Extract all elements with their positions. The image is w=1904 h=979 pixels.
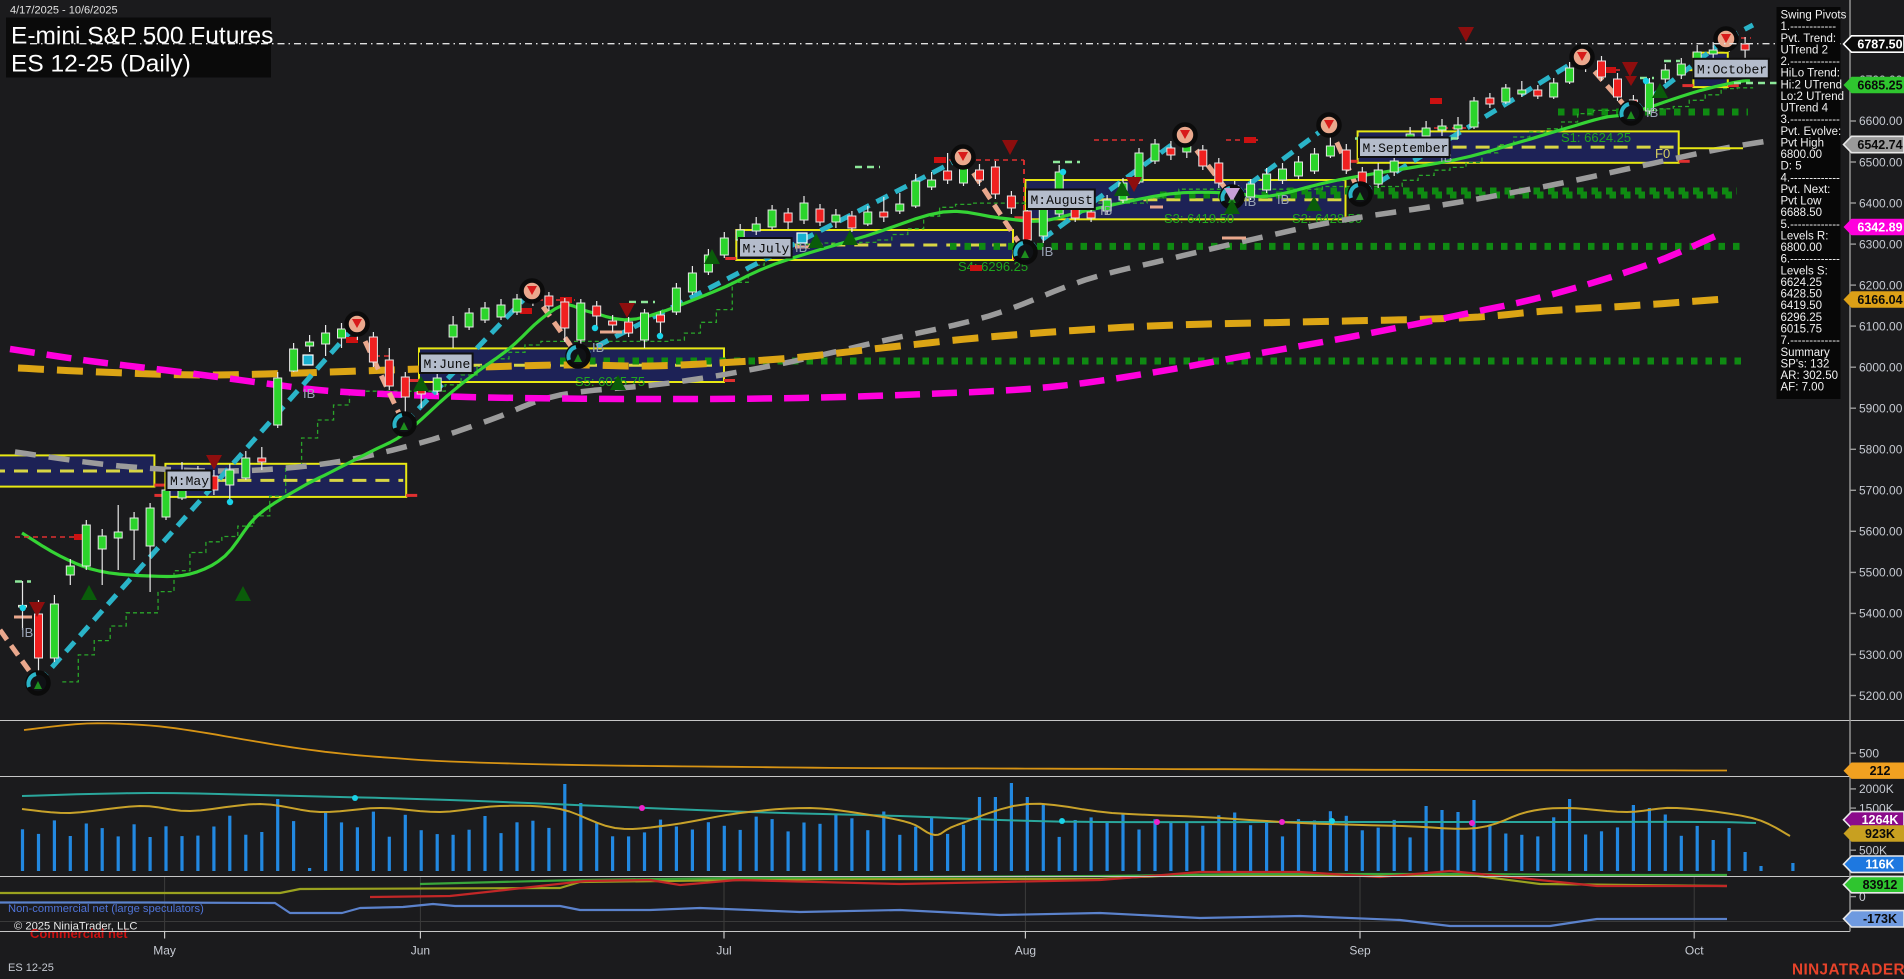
svg-text:6419.50: 6419.50 (1781, 300, 1823, 312)
svg-text:SP's: 132: SP's: 132 (1781, 358, 1830, 370)
svg-text:6.-------------: 6.------------- (1781, 254, 1841, 266)
svg-text:Levels R:: Levels R: (1781, 231, 1829, 243)
svg-text:6624.25: 6624.25 (1781, 277, 1823, 289)
svg-text:M:August: M:August (1031, 193, 1093, 208)
svg-text:6600.00: 6600.00 (1859, 114, 1903, 128)
svg-text:Aug: Aug (1015, 944, 1036, 958)
svg-text:IB: IB (303, 386, 315, 401)
svg-text:IB: IB (1100, 203, 1112, 218)
svg-text:5500.00: 5500.00 (1859, 566, 1903, 580)
svg-text:6200.00: 6200.00 (1859, 278, 1903, 292)
svg-text:S1: 6624.25: S1: 6624.25 (1561, 130, 1631, 145)
svg-text:6166.04: 6166.04 (1857, 293, 1902, 307)
svg-text:6800.00: 6800.00 (1781, 242, 1823, 254)
svg-text:5.-------------: 5.------------- (1781, 219, 1841, 231)
svg-text:E-mini S&P 500 Futures: E-mini S&P 500 Futures (11, 23, 273, 50)
svg-text:Hi:2 UTrend: Hi:2 UTrend (1781, 79, 1843, 91)
svg-text:6100.00: 6100.00 (1859, 319, 1903, 333)
svg-text:F0: F0 (1655, 146, 1670, 161)
svg-text:Pvt Low: Pvt Low (1781, 196, 1823, 208)
svg-text:6787.50: 6787.50 (1857, 37, 1902, 51)
svg-text:1264K: 1264K (1862, 813, 1899, 827)
svg-text:6542.74: 6542.74 (1857, 138, 1902, 152)
svg-text:NINJATRADER: NINJATRADER (1792, 962, 1904, 979)
svg-text:6685.25: 6685.25 (1857, 78, 1902, 92)
svg-text:M:June: M:June (424, 357, 471, 372)
svg-text:ES 12-25 (Daily): ES 12-25 (Daily) (11, 51, 191, 78)
svg-text:M:May: M:May (170, 474, 209, 489)
svg-text:Commercial net: Commercial net (30, 926, 128, 941)
svg-text:4.-------------: 4.------------- (1781, 172, 1841, 184)
svg-text:IB: IB (795, 240, 807, 255)
svg-text:5300.00: 5300.00 (1859, 648, 1903, 662)
svg-text:5900.00: 5900.00 (1859, 402, 1903, 416)
svg-text:IB: IB (1244, 194, 1256, 209)
svg-text:5800.00: 5800.00 (1859, 443, 1903, 457)
svg-text:Pvt. Trend:: Pvt. Trend: (1781, 33, 1837, 45)
svg-text:6428.50: 6428.50 (1781, 289, 1823, 301)
svg-text:IB: IB (1041, 244, 1053, 259)
svg-text:Summary: Summary (1781, 347, 1830, 359)
svg-text:IB: IB (1646, 105, 1658, 120)
svg-text:1.------------: 1.------------ (1781, 21, 1837, 33)
svg-text:6342.89: 6342.89 (1857, 220, 1902, 234)
svg-text:6800.00: 6800.00 (1781, 149, 1823, 161)
svg-text:-173K: -173K (1863, 912, 1897, 926)
svg-text:6296.25: 6296.25 (1781, 312, 1823, 324)
svg-text:AR: 302.50: AR: 302.50 (1781, 370, 1839, 382)
svg-text:May: May (153, 944, 176, 958)
svg-text:UTrend 2: UTrend 2 (1781, 44, 1829, 56)
svg-text:2000K: 2000K (1859, 782, 1894, 796)
svg-text:212: 212 (1870, 764, 1891, 778)
svg-text:Lo:2 UTrend: Lo:2 UTrend (1781, 91, 1845, 103)
svg-text:6015.75: 6015.75 (1781, 324, 1823, 336)
svg-text:D: 5: D: 5 (1781, 161, 1802, 173)
svg-text:7.-------------: 7.------------- (1781, 335, 1841, 347)
svg-text:2.-------------: 2.------------- (1781, 56, 1841, 68)
svg-text:5700.00: 5700.00 (1859, 484, 1903, 498)
svg-text:0: 0 (1859, 890, 1866, 904)
svg-text:HiLo Trend:: HiLo Trend: (1781, 68, 1840, 80)
svg-text:M:July: M:July (743, 242, 790, 257)
svg-text:6500.00: 6500.00 (1859, 155, 1903, 169)
svg-text:Jul: Jul (716, 944, 731, 958)
svg-text:M:September: M:September (1363, 141, 1449, 156)
svg-text:Non-commercial net (large spec: Non-commercial net (large speculators) (8, 903, 204, 915)
svg-text:AF: 7.00: AF: 7.00 (1781, 382, 1824, 394)
svg-text:Pvt High: Pvt High (1781, 137, 1824, 149)
svg-text:6000.00: 6000.00 (1859, 361, 1903, 375)
svg-text:116K: 116K (1865, 858, 1894, 872)
svg-text:Jun: Jun (411, 944, 430, 958)
svg-text:Oct: Oct (1685, 944, 1704, 958)
svg-text:923K: 923K (1865, 827, 1895, 841)
svg-text:5400.00: 5400.00 (1859, 607, 1903, 621)
svg-text:Pvt. Evolve:: Pvt. Evolve: (1781, 126, 1842, 138)
svg-text:5200.00: 5200.00 (1859, 689, 1903, 703)
svg-text:500: 500 (1859, 747, 1879, 761)
svg-text:IB: IB (21, 625, 33, 640)
svg-text:S3: 6419.50: S3: 6419.50 (1164, 211, 1234, 226)
svg-text:Pvt. Next:: Pvt. Next: (1781, 184, 1831, 196)
svg-text:3.-------------: 3.------------- (1781, 114, 1841, 126)
svg-text:Swing Pivots: Swing Pivots (1781, 10, 1847, 22)
svg-text:5600.00: 5600.00 (1859, 525, 1903, 539)
svg-text:6688.50: 6688.50 (1781, 207, 1823, 219)
svg-text:Sep: Sep (1349, 944, 1371, 958)
svg-text:M:October: M:October (1697, 62, 1767, 77)
svg-text:ES 12-25: ES 12-25 (8, 962, 54, 974)
svg-text:6400.00: 6400.00 (1859, 196, 1903, 210)
svg-text:UTrend 4: UTrend 4 (1781, 103, 1829, 115)
svg-text:83912: 83912 (1863, 878, 1898, 892)
svg-text:500K: 500K (1859, 844, 1887, 858)
svg-text:IB: IB (1277, 192, 1289, 207)
svg-text:Levels S:: Levels S: (1781, 265, 1828, 277)
svg-text:© 2025 NinjaTrader, LLC: © 2025 NinjaTrader, LLC (14, 921, 138, 933)
svg-text:IB: IB (592, 340, 604, 355)
svg-text:6300.00: 6300.00 (1859, 237, 1903, 251)
svg-text:4/17/2025 - 10/6/2025: 4/17/2025 - 10/6/2025 (10, 5, 118, 17)
